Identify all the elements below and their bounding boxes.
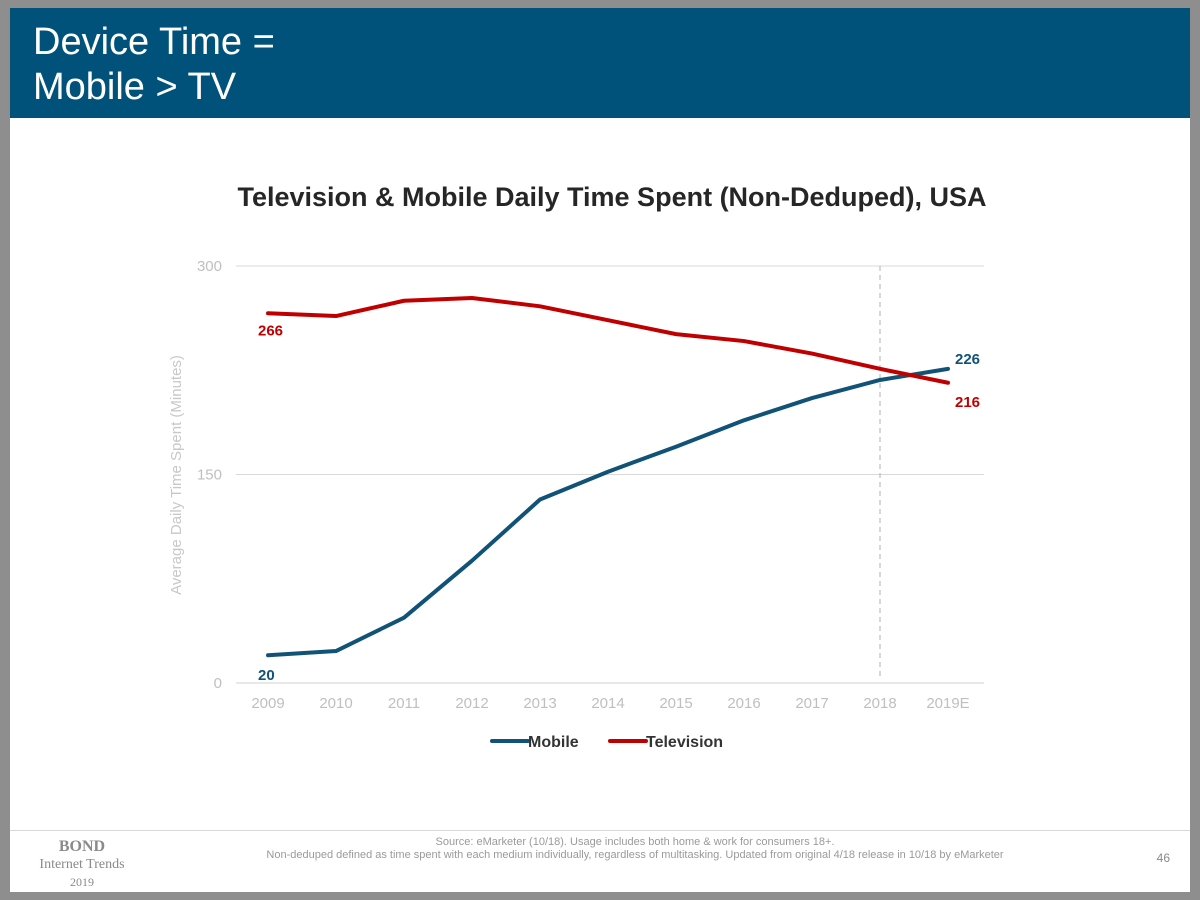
series-layer (266, 295, 950, 658)
bond-logo-year: 2019 (70, 875, 94, 889)
chart-title: Television & Mobile Daily Time Spent (No… (237, 182, 986, 212)
methodology-note: Non-deduped defined as time spent with e… (266, 849, 1004, 861)
x-tick-label-2018: 2018 (863, 695, 896, 712)
x-tick-label-2013: 2013 (523, 695, 556, 712)
y-axis-label: Average Daily Time Spent (Minutes) (168, 355, 185, 595)
x-tick-label-2017: 2017 (795, 695, 828, 712)
title-bar: Device Time = Mobile > TV (10, 8, 1190, 118)
series-line-television (266, 295, 950, 385)
x-tick-label-2009: 2009 (251, 695, 284, 712)
legend-label-mobile: Mobile (528, 734, 579, 751)
x-tick-label-2012: 2012 (455, 695, 488, 712)
y-tick-label-300: 300 (197, 258, 222, 275)
x-tick-label-2011: 2011 (388, 695, 420, 712)
slide: Device Time = Mobile > TV Television & M… (10, 8, 1190, 892)
slide-title-line-2: Mobile > TV (33, 66, 237, 108)
y-tick-label-0: 0 (214, 675, 222, 692)
data-label-television-2019E: 216 (955, 394, 980, 411)
data-label-mobile-2009: 20 (258, 667, 275, 684)
legend-label-television: Television (646, 734, 723, 751)
x-tick-label-2019E: 2019E (926, 695, 969, 712)
x-tick-label-2010: 2010 (319, 695, 352, 712)
data-label-mobile-2019E: 226 (955, 351, 980, 368)
y-tick-label-150: 150 (197, 467, 222, 484)
x-tick-label-2015: 2015 (659, 695, 692, 712)
page-number: 46 (1156, 851, 1170, 865)
line-chart: Television & Mobile Daily Time Spent (No… (168, 182, 987, 751)
data-label-television-2009: 266 (258, 322, 283, 339)
x-tick-label-2014: 2014 (591, 695, 624, 712)
footer-divider (10, 830, 1190, 831)
bond-logo-subtitle: Internet Trends (39, 857, 125, 872)
series-line-mobile (266, 366, 950, 658)
slide-title-line-1: Device Time = (33, 21, 275, 63)
label-layer: 20 226 266 216 (258, 322, 980, 684)
bond-logo-name: BOND (58, 838, 106, 855)
source-note: Source: eMarketer (10/18). Usage include… (435, 836, 835, 848)
x-tick-label-2016: 2016 (727, 695, 760, 712)
legend: Mobile Television (490, 734, 723, 751)
grid-layer: 0 150 300 2009 2010 2011 2012 2013 2014 2015 2016 2… (197, 258, 984, 712)
